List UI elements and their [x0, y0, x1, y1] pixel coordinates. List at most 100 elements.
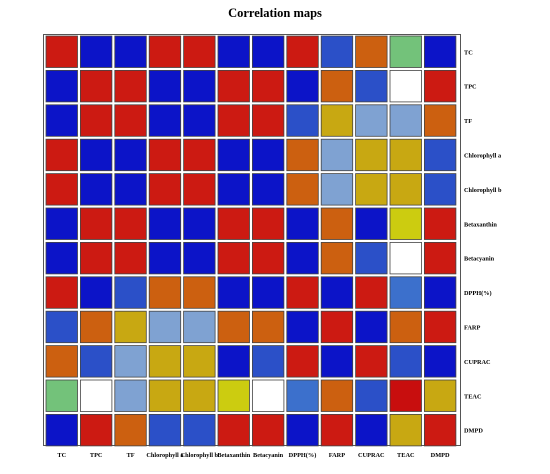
- heatmap-cell-tpc-tc: [45, 70, 78, 103]
- heatmap-cell-betaxanthin-chlorophyll-b: [183, 207, 216, 240]
- heatmap-cell-betaxanthin-betacyanin: [251, 207, 285, 240]
- heatmap-cell-betaxanthin-chlorophyll-a: [148, 207, 182, 240]
- heatmap-cell-farp-tf: [114, 310, 147, 344]
- heatmap-cell-tc-tc: [45, 35, 78, 68]
- heatmap-cell-chlorophyll-b-teac: [389, 173, 422, 206]
- heatmap-cell-tc-chlorophyll-b: [183, 35, 216, 68]
- heatmap-cell-tpc-tpc: [80, 70, 113, 103]
- y-tick-label: TF: [464, 118, 472, 125]
- heatmap-cell-tf-chlorophyll-a: [148, 104, 182, 137]
- heatmap-cell-teac-betaxanthin: [217, 379, 250, 412]
- heatmap-cell-dmpd-tf: [114, 413, 147, 447]
- y-tick-label: CUPRAC: [464, 359, 491, 366]
- x-tick-label: DPPH(%): [289, 452, 317, 459]
- heatmap-cell-chlorophyll-b-tpc: [80, 173, 113, 206]
- heatmap-cell-cuprac-chlorophyll-a: [148, 345, 182, 378]
- heatmap-cell-chlorophyll-b-farp: [320, 173, 354, 206]
- heatmap-cell-dpph-tc: [45, 276, 78, 309]
- x-tick-label: CUPRAC: [358, 452, 385, 459]
- heatmap-cell-farp-cuprac: [355, 310, 388, 344]
- heatmap-cell-tc-teac: [389, 35, 422, 68]
- x-tick-label: TF: [127, 452, 135, 459]
- heatmap-cell-tf-teac: [389, 104, 422, 137]
- x-tick-label: DMPD: [431, 452, 450, 459]
- heatmap-cell-chlorophyll-a-tpc: [80, 138, 113, 172]
- heatmap-cell-tpc-betacyanin: [251, 70, 285, 103]
- heatmap-cell-teac-dpph: [286, 379, 319, 412]
- heatmap-cell-tf-farp: [320, 104, 354, 137]
- y-tick-label: Chlorophyll a: [464, 152, 502, 159]
- heatmap-cell-teac-cuprac: [355, 379, 388, 412]
- heatmap-cell-dpph-farp: [320, 276, 354, 309]
- heatmap-cell-betacyanin-dmpd: [423, 241, 457, 275]
- heatmap-cell-farp-farp: [320, 310, 354, 344]
- y-tick-label: TEAC: [464, 393, 482, 400]
- heatmap-cell-chlorophyll-a-chlorophyll-b: [183, 138, 216, 172]
- heatmap-cell-cuprac-dmpd: [423, 345, 457, 378]
- heatmap-cell-tc-dmpd: [423, 35, 457, 68]
- heatmap-cell-farp-chlorophyll-a: [148, 310, 182, 344]
- heatmap-cell-dpph-cuprac: [355, 276, 388, 309]
- heatmap-cell-tc-cuprac: [355, 35, 388, 68]
- heatmap-cell-dpph-teac: [389, 276, 422, 309]
- heatmap-cell-cuprac-chlorophyll-b: [183, 345, 216, 378]
- heatmap-cell-farp-tpc: [80, 310, 113, 344]
- heatmap-cell-dpph-betacyanin: [251, 276, 285, 309]
- heatmap-cell-teac-tpc: [80, 379, 113, 412]
- heatmap-cell-chlorophyll-a-betacyanin: [251, 138, 285, 172]
- heatmap-cell-betacyanin-cuprac: [355, 241, 388, 275]
- heatmap-cell-tf-tf: [114, 104, 147, 137]
- heatmap-cell-teac-teac: [389, 379, 422, 412]
- heatmap-cell-tpc-cuprac: [355, 70, 388, 103]
- heatmap-cell-farp-tc: [45, 310, 78, 344]
- heatmap-cell-farp-dmpd: [423, 310, 457, 344]
- heatmap-cell-tpc-chlorophyll-a: [148, 70, 182, 103]
- y-tick-label: DPPH(%): [464, 290, 492, 297]
- heatmap-cell-betaxanthin-tpc: [80, 207, 113, 240]
- heatmap-cell-teac-tc: [45, 379, 78, 412]
- heatmap-cell-chlorophyll-a-farp: [320, 138, 354, 172]
- heatmap-cell-chlorophyll-a-tf: [114, 138, 147, 172]
- heatmap-cell-tf-chlorophyll-b: [183, 104, 216, 137]
- heatmap-cell-chlorophyll-b-chlorophyll-b: [183, 173, 216, 206]
- heatmap-cell-teac-dmpd: [423, 379, 457, 412]
- heatmap-cell-chlorophyll-a-betaxanthin: [217, 138, 250, 172]
- heatmap-cell-chlorophyll-a-cuprac: [355, 138, 388, 172]
- heatmap-cell-chlorophyll-a-teac: [389, 138, 422, 172]
- heatmap-cell-chlorophyll-a-tc: [45, 138, 78, 172]
- heatmap-cell-tpc-betaxanthin: [217, 70, 250, 103]
- x-tick-label: Chlorophyll b: [181, 452, 219, 459]
- heatmap-cell-dmpd-dmpd: [423, 413, 457, 447]
- heatmap-cell-chlorophyll-a-chlorophyll-a: [148, 138, 182, 172]
- heatmap-cell-dmpd-dpph: [286, 413, 319, 447]
- heatmap-cell-chlorophyll-b-tc: [45, 173, 78, 206]
- heatmap-cell-dpph-tpc: [80, 276, 113, 309]
- heatmap-cell-betaxanthin-farp: [320, 207, 354, 240]
- heatmap-cell-betaxanthin-tc: [45, 207, 78, 240]
- heatmap-cell-dmpd-tc: [45, 413, 78, 447]
- x-tick-label: TEAC: [397, 452, 415, 459]
- heatmap-cell-betaxanthin-teac: [389, 207, 422, 240]
- heatmap-cell-tpc-farp: [320, 70, 354, 103]
- heatmap-cell-teac-farp: [320, 379, 354, 412]
- heatmap-cell-tf-tc: [45, 104, 78, 137]
- heatmap-cell-chlorophyll-a-dmpd: [423, 138, 457, 172]
- heatmap-cell-dpph-dmpd: [423, 276, 457, 309]
- heatmap-cell-tf-tpc: [80, 104, 113, 137]
- heatmap-cell-teac-betacyanin: [251, 379, 285, 412]
- heatmap-cell-cuprac-dpph: [286, 345, 319, 378]
- heatmap-cell-dmpd-teac: [389, 413, 422, 447]
- heatmap-cell-cuprac-betacyanin: [251, 345, 285, 378]
- heatmap-cell-betacyanin-tpc: [80, 241, 113, 275]
- heatmap-cell-tpc-tf: [114, 70, 147, 103]
- heatmap-cell-teac-chlorophyll-b: [183, 379, 216, 412]
- heatmap-cell-betacyanin-dpph: [286, 241, 319, 275]
- heatmap-cell-betacyanin-tc: [45, 241, 78, 275]
- heatmap-cell-dmpd-tpc: [80, 413, 113, 447]
- heatmap-cell-chlorophyll-b-chlorophyll-a: [148, 173, 182, 206]
- heatmap-cell-dpph-dpph: [286, 276, 319, 309]
- heatmap-cell-betacyanin-tf: [114, 241, 147, 275]
- heatmap-cell-farp-dpph: [286, 310, 319, 344]
- heatmap-cell-dmpd-chlorophyll-b: [183, 413, 216, 447]
- heatmap-cell-farp-teac: [389, 310, 422, 344]
